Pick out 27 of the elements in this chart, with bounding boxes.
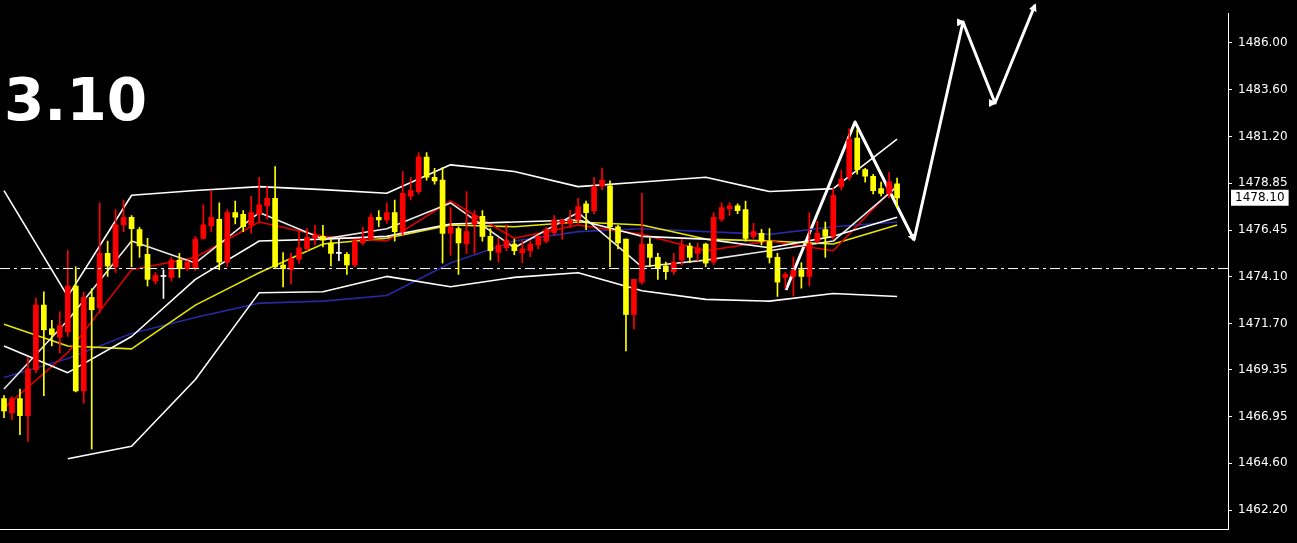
candlestick <box>88 288 95 450</box>
annotation: 3.10 <box>4 66 148 134</box>
candlestick <box>256 176 262 223</box>
candlestick <box>41 291 47 396</box>
y-tick-label: 1478.85 <box>1238 175 1288 190</box>
candlestick <box>559 219 565 240</box>
y-tick-label: 1486.00 <box>1238 34 1288 49</box>
y-tick-label: 1469.35 <box>1238 361 1288 376</box>
candlestick <box>264 186 270 220</box>
candlestick <box>49 319 55 347</box>
text: 1478.10 <box>1235 189 1285 204</box>
candlestick <box>336 238 342 262</box>
candlestick <box>375 210 382 228</box>
candlestick <box>822 221 829 258</box>
y-tick-label: 1464.60 <box>1238 455 1288 470</box>
y-tick-label: 1466.95 <box>1238 408 1288 423</box>
y-tick-label: 1483.60 <box>1238 81 1288 96</box>
candlestick <box>519 240 526 263</box>
candlestick <box>320 225 326 248</box>
candlestick <box>567 210 573 228</box>
y-tick-label: 1474.10 <box>1238 268 1288 283</box>
candlestick <box>208 190 215 232</box>
y-tick-label: 1476.45 <box>1238 222 1288 237</box>
candlestick <box>312 225 318 246</box>
y-tick-label: 1471.70 <box>1238 315 1288 330</box>
y-tick-label: 1462.20 <box>1238 502 1288 517</box>
y-tick-label: 1481.20 <box>1238 129 1288 144</box>
